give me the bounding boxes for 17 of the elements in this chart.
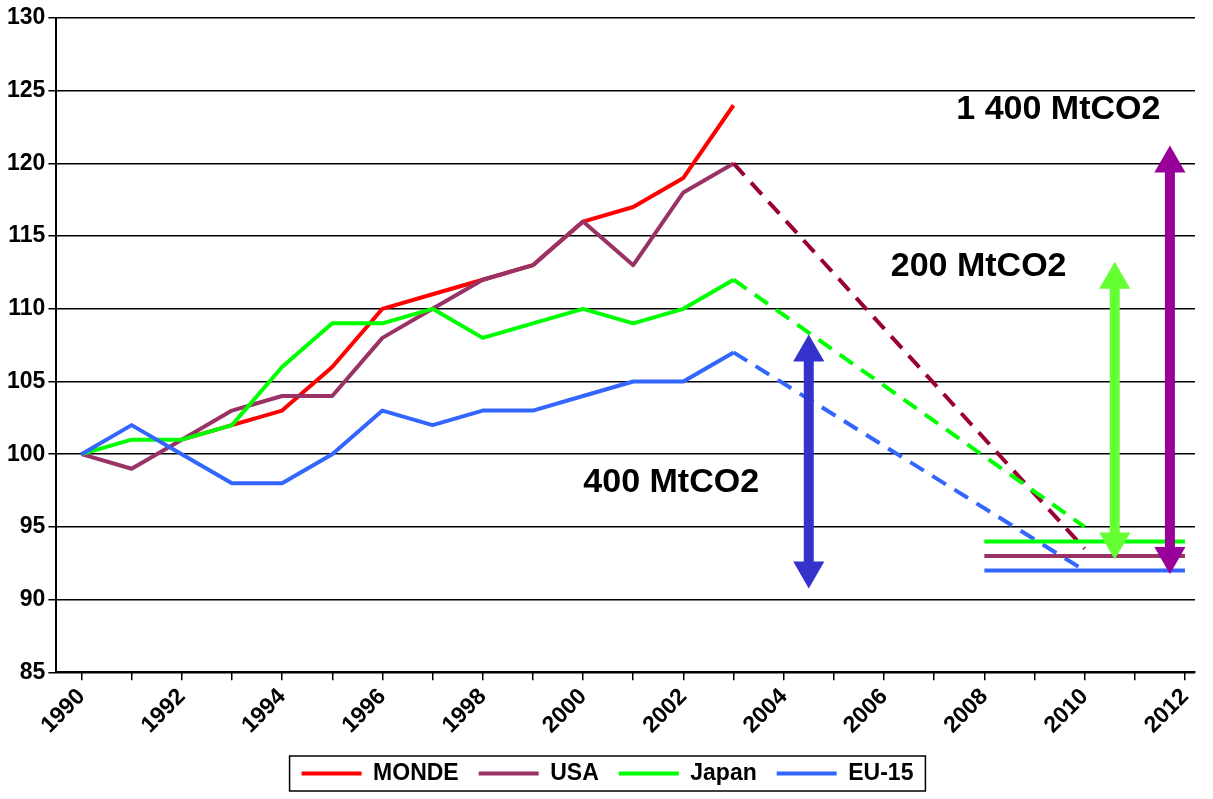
annotation: 1 400 MtCO2: [956, 87, 1161, 126]
y-tick-label: 120: [7, 148, 46, 175]
annotation: 400 MtCO2: [583, 460, 760, 499]
legend-label: EU-15: [848, 758, 914, 785]
legend-label: USA: [550, 758, 599, 785]
y-tick-label: 85: [19, 657, 46, 684]
annotation: 200 MtCO2: [890, 245, 1067, 284]
y-tick-label: 115: [8, 221, 46, 248]
y-tick-label: 90: [19, 584, 46, 611]
y-tick-label: 125: [7, 76, 46, 103]
y-tick-label: 95: [19, 512, 46, 539]
legend-label: Japan: [690, 758, 757, 785]
legend-label: MONDE: [373, 758, 459, 785]
y-tick-label: 110: [8, 294, 46, 321]
y-tick-label: 105: [7, 366, 46, 393]
y-tick-label: 130: [7, 3, 46, 30]
y-tick-label: 100: [7, 439, 46, 466]
